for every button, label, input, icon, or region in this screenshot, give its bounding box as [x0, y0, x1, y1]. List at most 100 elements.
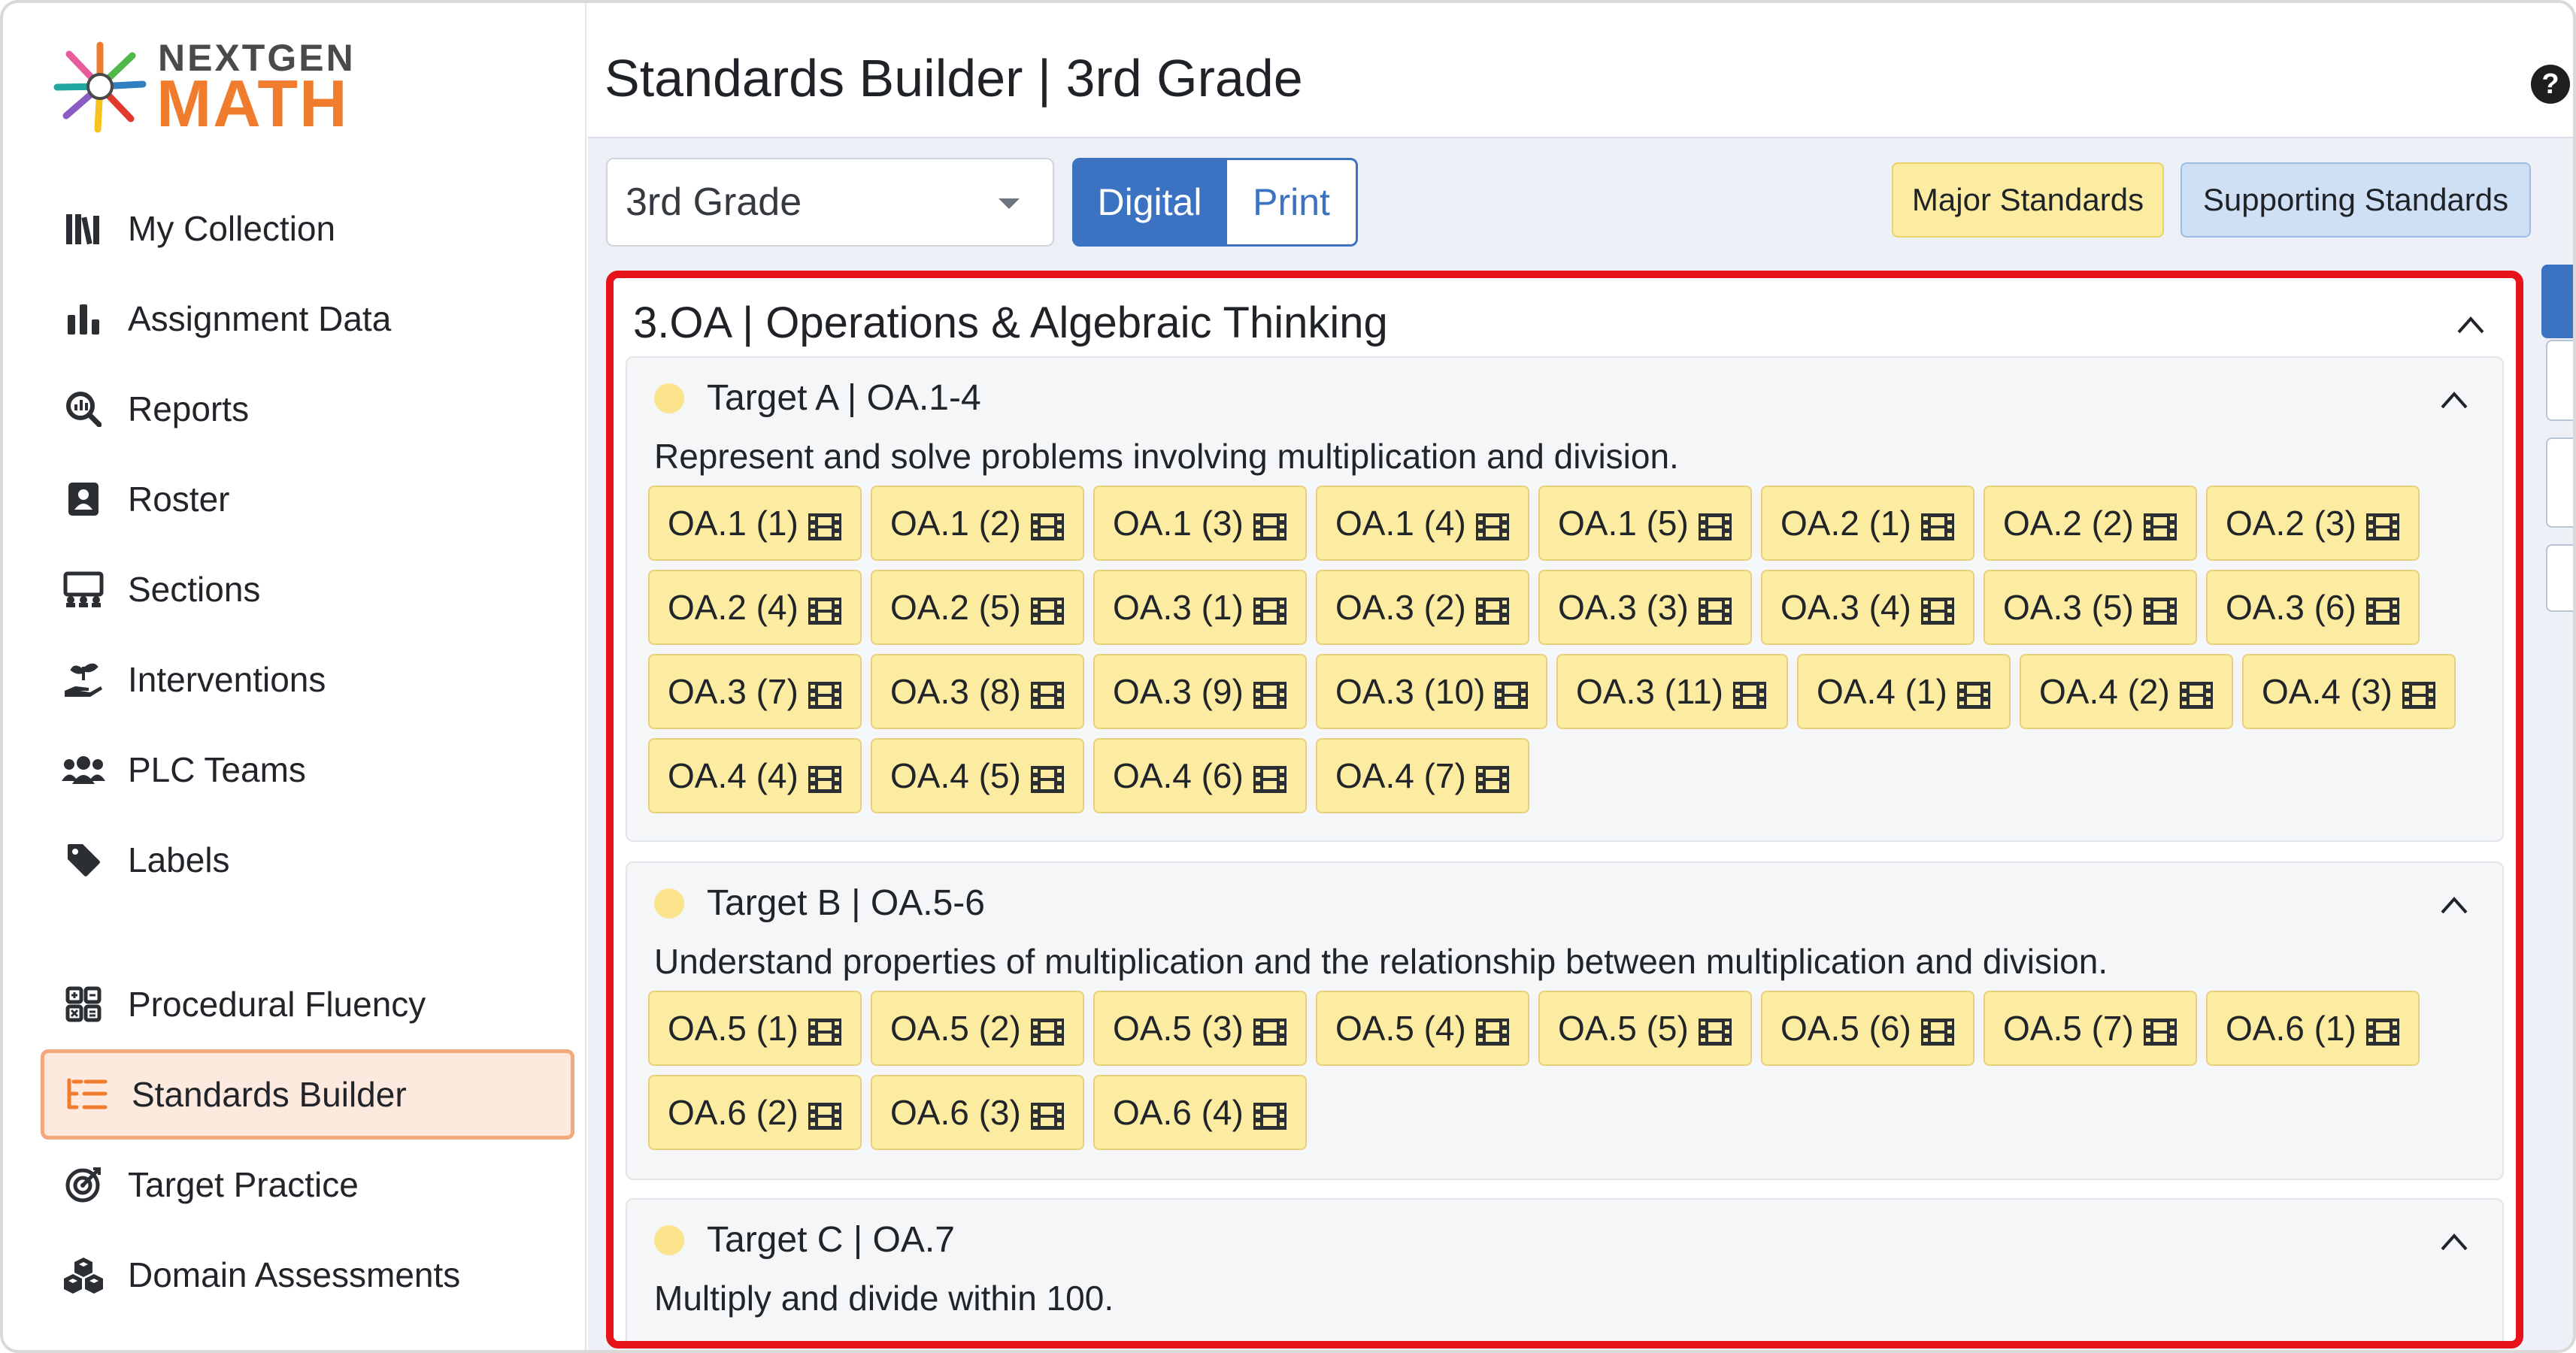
major-standards-button[interactable]: Major Standards — [1892, 162, 2164, 238]
standard-chip[interactable]: OA.3 (6) — [2206, 570, 2420, 645]
standard-chip[interactable]: OA.5 (1) — [648, 991, 862, 1066]
standard-chip[interactable]: OA.3 (7) — [648, 654, 862, 729]
standard-chip[interactable]: OA.2 (2) — [1984, 486, 2197, 561]
standard-chip-label: OA.3 (10) — [1335, 672, 1486, 711]
right-panel-edge — [2541, 265, 2573, 1350]
sidebar-item-standards-builder[interactable]: Standards Builder — [41, 1049, 574, 1140]
sidebar-item-plc-teams[interactable]: PLC Teams — [41, 725, 574, 815]
standard-chip[interactable]: OA.1 (1) — [648, 486, 862, 561]
standard-chip-label: OA.5 (5) — [1558, 1009, 1689, 1048]
cubes-icon — [62, 1253, 105, 1297]
digital-mode-button[interactable]: Digital — [1072, 158, 1227, 247]
standard-chip[interactable]: OA.6 (4) — [1093, 1075, 1307, 1150]
grade-select[interactable]: 3rd Grade — [606, 158, 1054, 247]
panel-field-2[interactable] — [2546, 437, 2573, 528]
sidebar-item-label: PLC Teams — [128, 750, 306, 789]
sidebar-item-label: Procedural Fluency — [128, 985, 426, 1024]
books-icon — [62, 207, 105, 250]
sidebar-item-label: Reports — [128, 389, 250, 428]
collapse-target-icon[interactable] — [2439, 1227, 2469, 1257]
sidebar-item-label: Labels — [128, 840, 230, 879]
target-title: Target B | OA.5-6 — [707, 883, 985, 923]
standard-chip-label: OA.6 (3) — [890, 1093, 1021, 1132]
standard-chip[interactable]: OA.4 (6) — [1093, 738, 1307, 813]
standard-chip-label: OA.1 (5) — [1558, 504, 1689, 543]
print-mode-button[interactable]: Print — [1227, 158, 1358, 247]
sidebar-item-target-practice[interactable]: Target Practice — [41, 1140, 574, 1230]
collapse-target-icon[interactable] — [2439, 385, 2469, 415]
standard-chip[interactable]: OA.5 (7) — [1984, 991, 2197, 1066]
standard-chip[interactable]: OA.3 (4) — [1761, 570, 1974, 645]
sidebar-item-domain-assessments[interactable]: Domain Assessments — [41, 1230, 574, 1320]
standard-chip[interactable]: OA.4 (7) — [1316, 738, 1529, 813]
domain-card: 3.OA | Operations & Algebraic Thinking T… — [606, 271, 2523, 1348]
standard-chip[interactable]: OA.6 (1) — [2206, 991, 2420, 1066]
film-icon — [1030, 593, 1065, 625]
target-title: Target C | OA.7 — [707, 1220, 955, 1260]
standard-chip[interactable]: OA.3 (10) — [1316, 654, 1547, 729]
sidebar-item-my-collection[interactable]: My Collection — [41, 183, 574, 274]
standard-chip[interactable]: OA.4 (1) — [1797, 654, 2011, 729]
standard-chip[interactable]: OA.1 (2) — [871, 486, 1084, 561]
film-icon — [1030, 509, 1065, 540]
sidebar-item-procedural-fluency[interactable]: Procedural Fluency — [41, 959, 574, 1049]
standard-chip[interactable]: OA.5 (2) — [871, 991, 1084, 1066]
grade-select-value: 3rd Grade — [626, 180, 802, 224]
standard-chip[interactable]: OA.4 (5) — [871, 738, 1084, 813]
collapse-target-icon[interactable] — [2439, 890, 2469, 920]
logo-text-bottom: MATH — [156, 66, 349, 141]
standard-chip[interactable]: OA.2 (3) — [2206, 486, 2420, 561]
standard-chip[interactable]: OA.2 (5) — [871, 570, 1084, 645]
standard-chip[interactable]: OA.5 (4) — [1316, 991, 1529, 1066]
standard-chip[interactable]: OA.3 (3) — [1538, 570, 1752, 645]
film-icon — [2143, 593, 2177, 625]
film-icon — [1253, 1014, 1287, 1046]
film-icon — [2365, 509, 2400, 540]
help-icon[interactable]: ? — [2531, 65, 2570, 104]
film-icon — [1475, 593, 1510, 625]
standard-chip[interactable]: OA.3 (5) — [1984, 570, 2197, 645]
sidebar-item-labels[interactable]: Labels — [41, 815, 574, 905]
standard-chip[interactable]: OA.3 (2) — [1316, 570, 1529, 645]
standard-chip-label: OA.4 (1) — [1817, 672, 1947, 711]
standard-chip[interactable]: OA.5 (5) — [1538, 991, 1752, 1066]
standard-chip[interactable]: OA.1 (3) — [1093, 486, 1307, 561]
film-icon — [1920, 1014, 1955, 1046]
sidebar-item-reports[interactable]: Reports — [41, 364, 574, 454]
target-header: Target B | OA.5-6 — [654, 882, 985, 924]
panel-field-3[interactable] — [2546, 544, 2573, 612]
sidebar-nav: My Collection Assignment Data Reports Ro… — [41, 183, 574, 1320]
standard-chip-label: OA.4 (5) — [890, 756, 1021, 795]
film-icon — [1920, 509, 1955, 540]
standard-chip-label: OA.1 (4) — [1335, 504, 1466, 543]
sidebar-item-roster[interactable]: Roster — [41, 454, 574, 544]
standard-chip[interactable]: OA.5 (6) — [1761, 991, 1974, 1066]
standard-chip-label: OA.5 (2) — [890, 1009, 1021, 1048]
supporting-standards-button[interactable]: Supporting Standards — [2181, 162, 2531, 238]
standard-chip-label: OA.5 (3) — [1113, 1009, 1244, 1048]
standard-chip[interactable]: OA.5 (3) — [1093, 991, 1307, 1066]
tag-icon — [62, 838, 105, 882]
panel-toggle-tab[interactable] — [2541, 265, 2573, 338]
standard-chip[interactable]: OA.1 (5) — [1538, 486, 1752, 561]
standard-chip[interactable]: OA.1 (4) — [1316, 486, 1529, 561]
standard-chip[interactable]: OA.3 (9) — [1093, 654, 1307, 729]
standard-chip[interactable]: OA.3 (11) — [1556, 654, 1788, 729]
panel-field-1[interactable] — [2546, 340, 2573, 421]
sidebar-item-interventions[interactable]: Interventions — [41, 634, 574, 725]
sidebar-item-sections[interactable]: Sections — [41, 544, 574, 634]
standard-chip[interactable]: OA.3 (1) — [1093, 570, 1307, 645]
standard-chip[interactable]: OA.4 (4) — [648, 738, 862, 813]
standard-chip[interactable]: OA.4 (2) — [2020, 654, 2233, 729]
standard-chip[interactable]: OA.2 (4) — [648, 570, 862, 645]
standard-chip[interactable]: OA.4 (3) — [2242, 654, 2456, 729]
standard-chip[interactable]: OA.6 (2) — [648, 1075, 862, 1150]
standard-chip[interactable]: OA.2 (1) — [1761, 486, 1974, 561]
standard-chip[interactable]: OA.3 (8) — [871, 654, 1084, 729]
nav-spacer — [41, 905, 574, 959]
collapse-domain-icon[interactable] — [2456, 310, 2486, 340]
standard-chip[interactable]: OA.6 (3) — [871, 1075, 1084, 1150]
main-content: Standards Builder | 3rd Grade ? 3rd Grad… — [588, 3, 2573, 1350]
nextgen-math-logo[interactable]: NEXTGEN MATH — [51, 33, 382, 138]
sidebar-item-assignment-data[interactable]: Assignment Data — [41, 274, 574, 364]
